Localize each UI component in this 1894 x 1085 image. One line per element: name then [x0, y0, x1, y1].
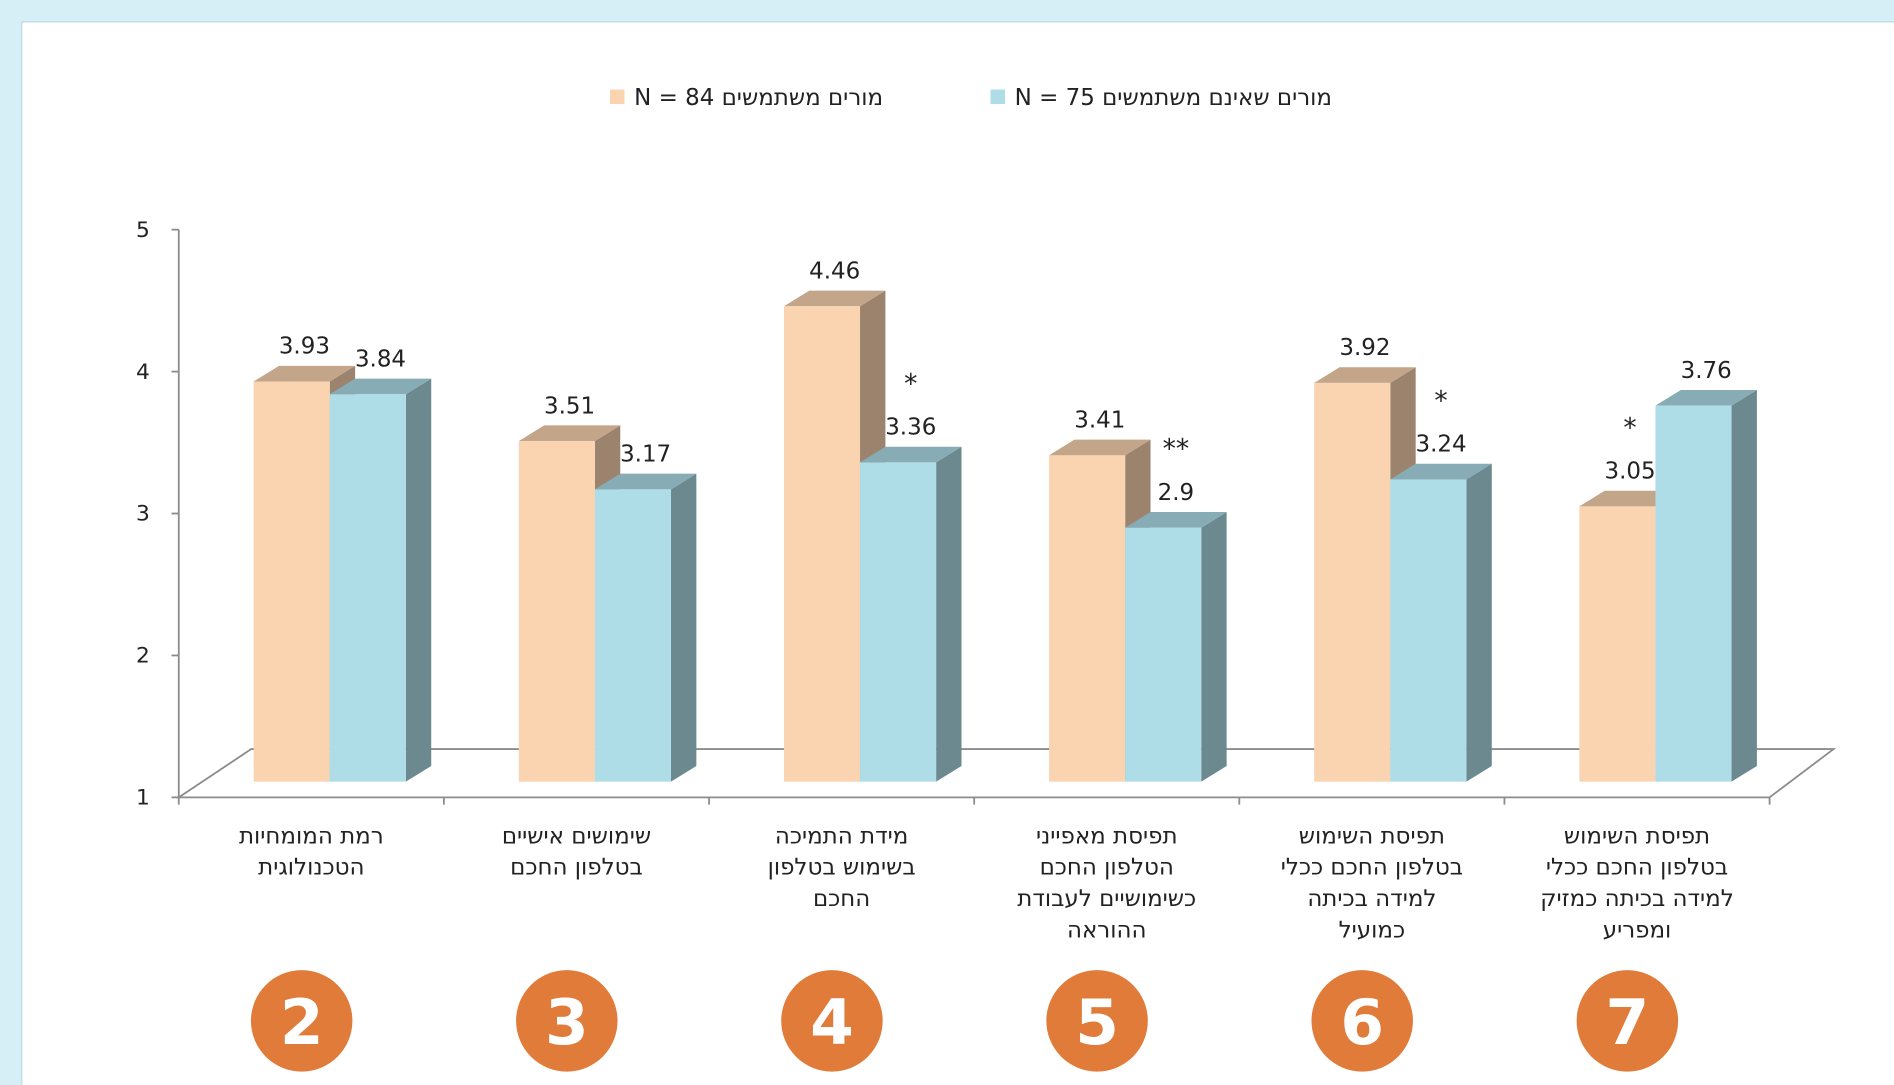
- x-tick-label: כשימושיים לעבודת: [1017, 886, 1196, 912]
- badge: [250, 970, 353, 1072]
- bar-top: [1655, 389, 1757, 406]
- x-tick-label: למידה בכיתה: [1307, 886, 1436, 912]
- bar: [594, 489, 671, 782]
- bar: [518, 441, 595, 782]
- badge-number: 6: [1340, 986, 1384, 1059]
- bar-top: [1049, 439, 1151, 456]
- badge-number: 5: [1075, 986, 1119, 1059]
- bar-top: [860, 446, 962, 463]
- x-tick-label: תפיסת השימוש: [1299, 823, 1445, 849]
- badge: [1576, 970, 1679, 1072]
- x-tick-label: מידת התמיכה: [775, 823, 908, 849]
- y-tick-label: 1: [136, 786, 150, 811]
- x-tick-label: ההוראה: [1067, 917, 1147, 943]
- badge-number: 3: [545, 986, 589, 1059]
- value-label: 3.76: [1681, 358, 1732, 384]
- bar-top: [253, 365, 356, 382]
- bar-top: [594, 473, 697, 490]
- value-label: 3.24: [1415, 432, 1466, 458]
- x-tick-label: בשימוש בטלפון: [768, 855, 916, 881]
- bar: [860, 462, 937, 782]
- badge-number: 4: [810, 986, 854, 1059]
- bar: [1390, 479, 1467, 782]
- legend-swatch: [609, 89, 625, 105]
- x-tick-label: ומפריע: [1603, 917, 1672, 943]
- bar: [1314, 382, 1391, 782]
- bar-side: [1201, 512, 1227, 782]
- bar: [1125, 527, 1202, 782]
- x-tick-label: בטלפון החכם ככלי: [1546, 855, 1728, 881]
- badge-number: 2: [280, 986, 324, 1059]
- significance-mark: **: [1163, 434, 1190, 465]
- bar: [1579, 506, 1656, 782]
- badge: [1311, 970, 1413, 1072]
- legend-label: מורים שאינם משתמשים N = 75: [1015, 85, 1332, 111]
- x-tick-label: הטלפון החכם: [1040, 855, 1174, 881]
- x-tick-label: הטכנולוגית: [258, 855, 364, 881]
- x-tick-label: בטלפון החכם: [510, 855, 643, 881]
- bar: [1049, 455, 1126, 782]
- bar-top: [1390, 463, 1492, 480]
- y-tick-label: 5: [136, 218, 150, 243]
- bar-top: [1125, 512, 1227, 528]
- value-label: 4.46: [809, 259, 860, 285]
- legend-swatch: [990, 89, 1005, 105]
- badge-number: 7: [1606, 986, 1650, 1059]
- significance-mark: *: [1623, 412, 1636, 443]
- bar: [329, 394, 406, 782]
- value-label: 3.17: [620, 442, 671, 468]
- bar-side: [1731, 389, 1757, 782]
- x-tick-label: כמועיל: [1339, 917, 1405, 943]
- significance-mark: *: [904, 368, 917, 399]
- bar-top: [1314, 367, 1416, 383]
- value-label: 3.36: [885, 415, 936, 441]
- y-tick-label: 2: [136, 644, 150, 669]
- bar-top: [518, 425, 621, 442]
- value-label: 3.05: [1605, 459, 1656, 485]
- x-tick-label: החכם: [813, 886, 870, 912]
- x-tick-label: בטלפון החכם ככלי: [1281, 855, 1463, 881]
- bar-side: [936, 446, 962, 782]
- value-label: 3.51: [544, 393, 595, 419]
- x-tick-label: תפיסת השימוש: [1564, 823, 1710, 849]
- x-tick-label: שימושים אישיים: [502, 823, 651, 849]
- badge: [516, 970, 618, 1072]
- bar-side: [1466, 463, 1492, 782]
- bar: [783, 306, 861, 782]
- x-tick-label: רמת המומחיות: [239, 823, 384, 849]
- badge: [781, 970, 883, 1072]
- value-label: 3.93: [279, 334, 330, 360]
- badge: [1046, 970, 1148, 1072]
- y-tick-label: 3: [136, 502, 150, 527]
- significance-mark: *: [1434, 385, 1447, 416]
- bar: [253, 381, 330, 782]
- legend-label: מורים משתמשים N = 84: [634, 85, 883, 111]
- value-label: 3.92: [1339, 335, 1390, 361]
- y-tick-label: 4: [136, 360, 150, 385]
- value-label: 2.9: [1158, 480, 1194, 506]
- x-tick-label: תפיסת מאפייני: [1036, 823, 1178, 849]
- value-label: 3.84: [355, 347, 406, 373]
- bar-side: [670, 473, 697, 782]
- bar-top: [329, 378, 432, 395]
- bar: [1655, 405, 1732, 782]
- bar-top: [783, 290, 886, 307]
- value-label: 3.41: [1074, 408, 1125, 434]
- x-tick-label: למידה בכיתה כמזיק: [1540, 886, 1733, 912]
- bar-side: [405, 378, 432, 782]
